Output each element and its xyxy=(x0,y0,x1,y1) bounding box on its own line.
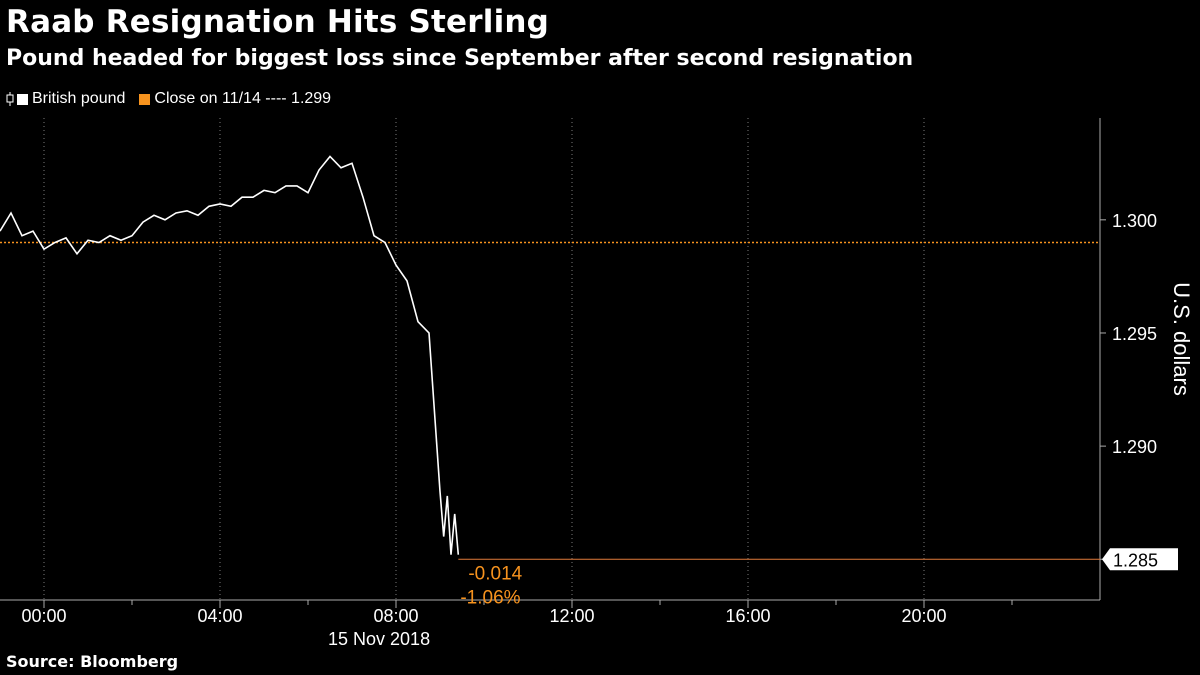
y-tick-label: 1.300 xyxy=(1112,211,1157,231)
legend-item-british-pound: British pound xyxy=(6,90,125,108)
grid xyxy=(43,118,1101,600)
legend-swatch-orange xyxy=(139,93,151,105)
legend-swatch-white xyxy=(17,93,28,105)
x-axis-label: 15 Nov 2018 xyxy=(328,629,430,649)
chart-title: Raab Resignation Hits Sterling xyxy=(6,4,550,40)
source-note: Source: Bloomberg xyxy=(6,652,179,671)
change-percent-annotation: -1.06% xyxy=(460,587,520,608)
x-tick-label: 20:00 xyxy=(901,606,946,626)
y-axis-label: U.S. dollars xyxy=(1169,282,1194,396)
x-tick-label: 16:00 xyxy=(725,606,770,626)
chart-subtitle: Pound headed for biggest loss since Sept… xyxy=(6,46,914,71)
legend-label-british-pound: British pound xyxy=(32,90,126,107)
series-line-british-pound xyxy=(0,155,460,555)
x-tick-label: 08:00 xyxy=(373,606,418,626)
last-value-text: 1.285 xyxy=(1113,550,1158,570)
y-ticks: 1.300 1.295 1.290 1.285 xyxy=(1100,211,1157,570)
x-tick-label: 12:00 xyxy=(549,606,594,626)
x-tick-label: 04:00 xyxy=(197,606,242,626)
legend-item-close: Close on 11/14 ---- 1.299 xyxy=(139,90,331,108)
candlestick-icon xyxy=(6,92,14,106)
last-value-label: 1.285 xyxy=(1102,548,1178,571)
x-ticks: 00:00 04:00 08:00 12:00 16:00 20:00 xyxy=(21,600,1013,626)
last-value-pointer xyxy=(1102,548,1178,571)
y-tick-label: 1.295 xyxy=(1112,324,1157,344)
change-annotation: -0.014 xyxy=(468,563,522,584)
y-tick-label: 1.290 xyxy=(1112,437,1157,457)
legend: British pound Close on 11/14 ---- 1.299 xyxy=(6,90,345,108)
x-tick-label: 00:00 xyxy=(21,606,66,626)
legend-label-close: Close on 11/14 ---- 1.299 xyxy=(154,90,332,107)
